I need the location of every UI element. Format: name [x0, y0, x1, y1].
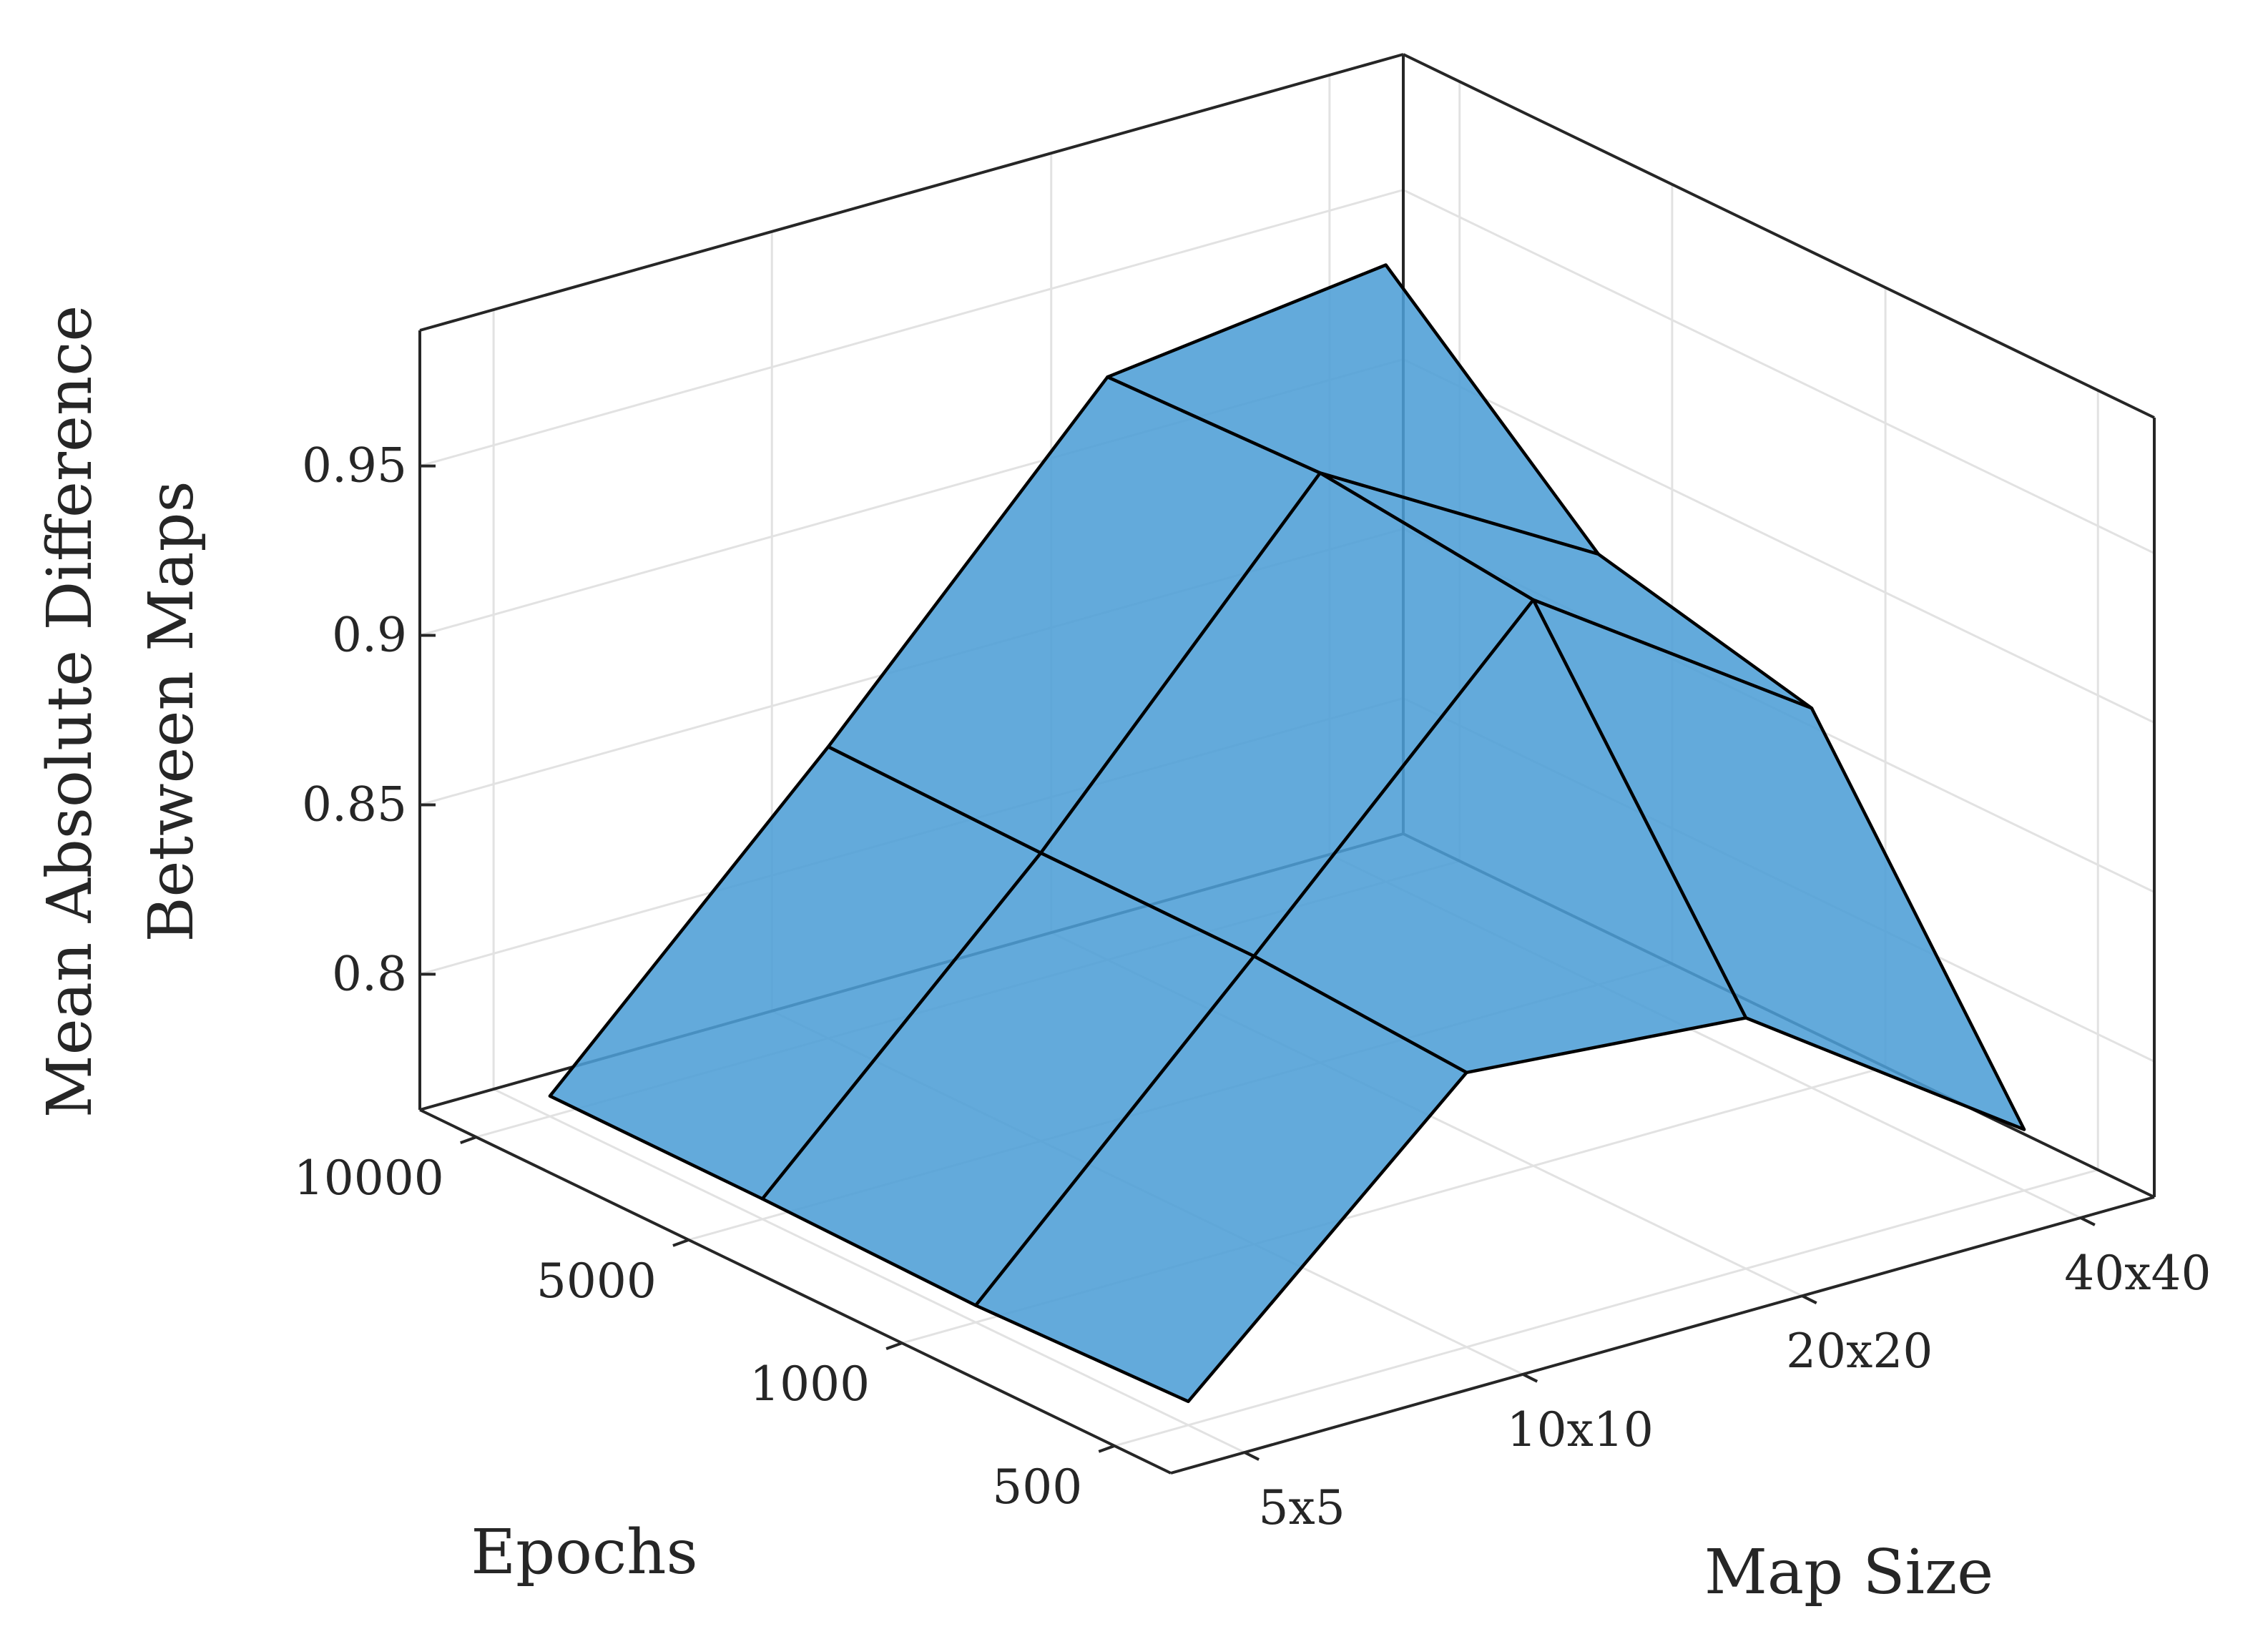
map-size-tick-label-3: 40x40 — [2064, 1246, 2211, 1301]
z-tick-label-2: 0.9 — [332, 608, 407, 663]
map-size-tick-1 — [1522, 1373, 1538, 1383]
box-back-edge-4 — [1403, 53, 2155, 419]
box-front-edge-0 — [1170, 1196, 2155, 1475]
axis-ticks: 5x5 10x10 20x20 40x40 10000 5000 1000 500 0.8 0.8… — [294, 438, 2211, 1535]
epoch-tick-1 — [672, 1238, 689, 1247]
epoch-tick-0 — [460, 1136, 477, 1144]
map-size-tick-0 — [1244, 1451, 1260, 1461]
x-axis-label: Map Size — [1704, 1537, 1993, 1608]
z-axis-label-line-2: Between Maps — [136, 481, 207, 942]
epoch-tick-label-3: 500 — [992, 1460, 1082, 1515]
map-size-tick-label-1: 10x10 — [1507, 1402, 1654, 1457]
y-axis-label: Epochs — [471, 1517, 697, 1588]
epoch-tick-label-2: 1000 — [750, 1357, 870, 1412]
surface — [548, 263, 2026, 1404]
floor-grid-u-0 — [493, 1088, 1245, 1454]
map-size-tick-label-0: 5x5 — [1259, 1480, 1345, 1535]
epoch-tick-3 — [1098, 1445, 1115, 1453]
box-front-edge-1 — [419, 1108, 1172, 1475]
epoch-tick-2 — [885, 1342, 903, 1351]
map-size-tick-2 — [1801, 1294, 1817, 1304]
z-tick-label-0: 0.8 — [332, 946, 407, 1001]
z-axis-label-line-1: Mean Absolute Difference — [34, 305, 106, 1118]
epoch-tick-label-1: 5000 — [536, 1254, 657, 1309]
map-size-tick-3 — [2079, 1216, 2096, 1226]
epoch-tick-label-0: 10000 — [294, 1151, 444, 1206]
z-tick-label-1: 0.85 — [302, 777, 407, 832]
axes-box-front — [419, 1108, 2155, 1475]
floor-grid-v-0 — [1114, 1168, 2098, 1447]
box-back-edge-3 — [419, 53, 1404, 332]
z-tick-label-3: 0.95 — [302, 438, 407, 493]
map-size-tick-label-2: 20x20 — [1786, 1324, 1933, 1379]
surface-face-r2-c0 — [973, 954, 1468, 1404]
